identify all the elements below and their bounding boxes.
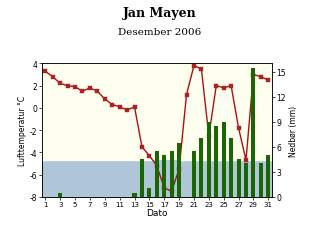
Bar	[140, 160, 144, 197]
Text: Desember 2006: Desember 2006	[118, 27, 202, 36]
Bar	[155, 151, 159, 197]
Bar	[244, 164, 248, 197]
Bar	[58, 193, 62, 197]
Bar	[207, 122, 211, 197]
Y-axis label: Lufttemperatur °C: Lufttemperatur °C	[18, 96, 27, 165]
Bar	[252, 68, 255, 197]
Bar	[162, 155, 166, 197]
Bar	[132, 193, 137, 197]
Bar	[214, 126, 218, 197]
Bar	[177, 143, 181, 197]
X-axis label: Dato: Dato	[146, 208, 168, 217]
Bar	[192, 151, 196, 197]
Bar	[170, 151, 174, 197]
Text: Jan Mayen: Jan Mayen	[123, 7, 197, 20]
Bar	[147, 189, 151, 197]
Bar	[266, 155, 270, 197]
Bar	[222, 122, 226, 197]
Bar	[236, 160, 241, 197]
Bar	[199, 139, 204, 197]
Y-axis label: Nedbør (mm): Nedbør (mm)	[289, 105, 298, 156]
Bar	[229, 139, 233, 197]
Bar	[259, 164, 263, 197]
